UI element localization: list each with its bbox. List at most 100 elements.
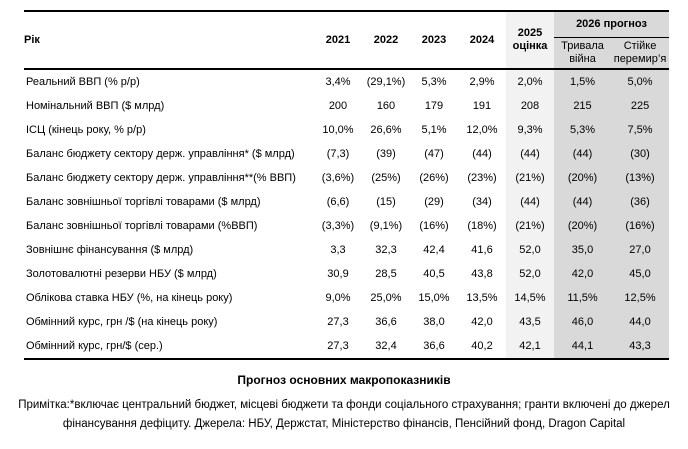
cell-value: (30) bbox=[611, 142, 670, 166]
macro-forecast-table: Рік 2021 2022 2023 2024 2025 оцінка 2026… bbox=[24, 10, 670, 360]
table-row: Баланс зовнішньої торгівлі товарами ($ м… bbox=[24, 190, 670, 214]
table-body: Реальний ВВП (% р/р) 3,4% (29,1%) 5,3% 2,9% 2… bbox=[24, 68, 670, 360]
cell-value: 14,5% bbox=[506, 286, 554, 310]
cell-value: (15) bbox=[376, 196, 396, 208]
cell-value: 160 bbox=[376, 100, 396, 112]
cell-value: (21%) bbox=[506, 166, 554, 190]
header-row-top: Рік 2021 2022 2023 2024 2025 оцінка 2026… bbox=[24, 11, 670, 69]
cell-value: (44) bbox=[554, 142, 611, 166]
cell-value: 42,4 bbox=[423, 244, 445, 256]
column-header-year: Рік bbox=[24, 34, 40, 46]
row-label: Баланс зовнішньої торгівлі товарами (%ВВ… bbox=[26, 220, 258, 232]
table-row: Обмінний курс, грн /$ (на кінець року) 27… bbox=[24, 310, 670, 334]
cell-value: (20%) bbox=[554, 214, 611, 238]
header-row-scenarios: Тривала війна Стійке перемир’я bbox=[24, 37, 670, 69]
table-row: ІСЦ (кінець року, % р/р) 10,0% 26,6% 5,1% 12… bbox=[24, 118, 670, 142]
table-row: Баланс зовнішньої торгівлі товарами (%ВВ… bbox=[24, 214, 670, 238]
cell-value: 1,5% bbox=[554, 68, 611, 94]
cell-value: (29) bbox=[424, 196, 444, 208]
cell-value: 42,1 bbox=[506, 334, 554, 360]
cell-value: (16%) bbox=[419, 220, 449, 232]
row-label: Баланс бюджету сектору держ. управління*… bbox=[26, 172, 296, 184]
cell-value: 3,3 bbox=[330, 244, 346, 256]
cell-value: 5,3% bbox=[410, 68, 458, 94]
cell-value: 200 bbox=[328, 100, 348, 112]
cell-value: (3,6%) bbox=[321, 172, 355, 184]
cell-value: 191 bbox=[472, 100, 492, 112]
cell-value: (34) bbox=[472, 196, 492, 208]
cell-value: 225 bbox=[611, 94, 670, 118]
cell-value: (23%) bbox=[467, 172, 497, 184]
cell-value: 208 bbox=[506, 94, 554, 118]
cell-value: (44) bbox=[506, 142, 554, 166]
column-header-2024: 2024 bbox=[469, 34, 495, 46]
cell-value: (39) bbox=[376, 148, 396, 160]
cell-value: 43,8 bbox=[471, 268, 493, 280]
cell-value: 46,0 bbox=[554, 310, 611, 334]
row-label: Обмінний курс, грн/$ (сер.) bbox=[24, 334, 314, 360]
cell-value: (16%) bbox=[611, 214, 670, 238]
cell-value: (7,3) bbox=[326, 148, 350, 160]
table-row: Баланс бюджету сектору держ. управління*… bbox=[24, 142, 670, 166]
cell-value: 5,1% bbox=[421, 124, 447, 136]
cell-value: 2,0% bbox=[506, 68, 554, 94]
row-label: Реальний ВВП (% р/р) bbox=[24, 68, 314, 94]
cell-value: 36,6 bbox=[410, 334, 458, 360]
cell-value: 44,0 bbox=[611, 310, 670, 334]
cell-value: (44) bbox=[472, 148, 492, 160]
cell-value: 28,5 bbox=[375, 268, 397, 280]
table-row: Номінальний ВВП ($ млрд) 200 160 179 191 208 2… bbox=[24, 94, 670, 118]
cell-value: 3,4% bbox=[314, 68, 362, 94]
column-header-2025-estimate: 2025 оцінка bbox=[506, 11, 554, 69]
cell-value: 179 bbox=[424, 100, 444, 112]
forecast-figure: Рік 2021 2022 2023 2024 2025 оцінка 2026… bbox=[0, 10, 688, 449]
cell-value: 40,5 bbox=[423, 268, 445, 280]
cell-value: 12,0% bbox=[466, 124, 498, 136]
cell-value: (29,1%) bbox=[362, 68, 410, 94]
source-footnote: Примітка:*включає центральний бюджет, мі… bbox=[18, 399, 670, 430]
cell-value: (20%) bbox=[554, 166, 611, 190]
cell-value: (18%) bbox=[467, 220, 497, 232]
cell-value: 5,0% bbox=[611, 68, 670, 94]
column-header-2022: 2022 bbox=[373, 34, 399, 46]
cell-value: 10,0% bbox=[322, 124, 354, 136]
cell-value: 45,0 bbox=[611, 262, 670, 286]
cell-value: 52,0 bbox=[506, 262, 554, 286]
cell-value: (13%) bbox=[611, 166, 670, 190]
cell-value: 11,5% bbox=[554, 286, 611, 310]
cell-value: (21%) bbox=[506, 214, 554, 238]
cell-value: 30,9 bbox=[327, 268, 349, 280]
row-label: Баланс зовнішньої торгівлі товарами ($ м… bbox=[26, 196, 261, 208]
row-label: Зовнішнє фінансування ($ млрд) bbox=[26, 244, 194, 256]
cell-value: 27,3 bbox=[327, 316, 349, 328]
cell-value: 25,0% bbox=[370, 292, 402, 304]
table-row: Баланс бюджету сектору держ. управління*… bbox=[24, 166, 670, 190]
column-header-2021: 2021 bbox=[325, 34, 351, 46]
cell-value: 2,9% bbox=[458, 68, 506, 94]
cell-value: 38,0 bbox=[423, 316, 445, 328]
cell-value: 12,5% bbox=[611, 286, 670, 310]
table-header: Рік 2021 2022 2023 2024 2025 оцінка 2026… bbox=[24, 11, 670, 69]
table-row: Реальний ВВП (% р/р) 3,4% (29,1%) 5,3% 2,9% 2… bbox=[24, 68, 670, 94]
row-label: Баланс бюджету сектору держ. управління*… bbox=[26, 148, 295, 160]
cell-value: 15,0% bbox=[418, 292, 450, 304]
row-label: Облікова ставка НБУ (%, на кінець року) bbox=[26, 292, 233, 304]
cell-value: 32,4 bbox=[362, 334, 410, 360]
table-row: Зовнішнє фінансування ($ млрд) 3,3 32,3 42,… bbox=[24, 238, 670, 262]
column-header-2026-forecast: 2026 прогноз bbox=[554, 11, 670, 38]
cell-value: 35,0 bbox=[554, 238, 611, 262]
cell-value: (44) bbox=[506, 190, 554, 214]
cell-value: 27,0 bbox=[611, 238, 670, 262]
table-row: Облікова ставка НБУ (%, на кінець року) 9… bbox=[24, 286, 670, 310]
column-header-2023: 2023 bbox=[421, 34, 447, 46]
table-row: Обмінний курс, грн/$ (сер.) 27,3 32,4 36,6 4… bbox=[24, 334, 670, 360]
cell-value: 36,6 bbox=[375, 316, 397, 328]
cell-value: 5,3% bbox=[554, 118, 611, 142]
cell-value: (26%) bbox=[419, 172, 449, 184]
cell-value: 42,0 bbox=[471, 316, 493, 328]
cell-value: 32,3 bbox=[375, 244, 397, 256]
row-label: ІСЦ (кінець року, % р/р) bbox=[26, 124, 146, 136]
cell-value: 42,0 bbox=[554, 262, 611, 286]
cell-value: 40,2 bbox=[458, 334, 506, 360]
cell-value: 26,6% bbox=[370, 124, 402, 136]
